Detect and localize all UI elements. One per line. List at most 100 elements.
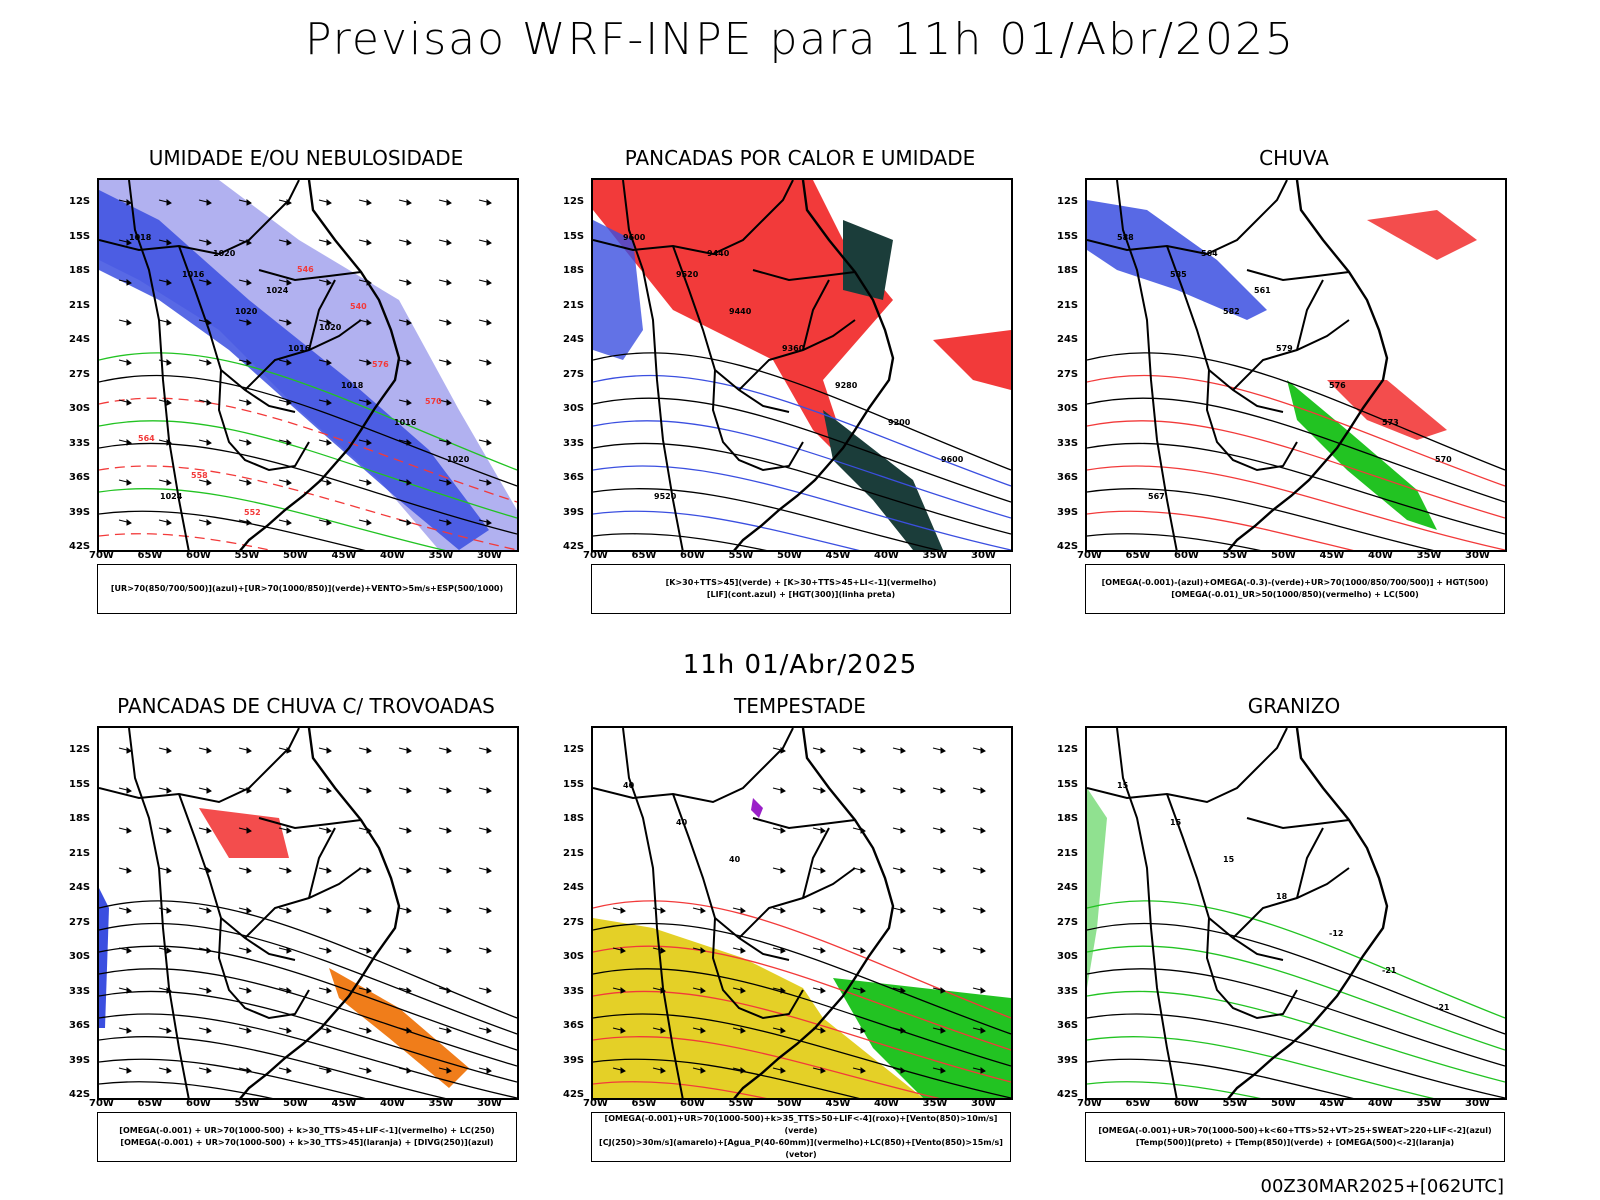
- panel-4-lat-label: 12S: [69, 744, 91, 755]
- panel-3-title: CHUVA: [1259, 146, 1329, 170]
- panel-5-legend: [OMEGA(-0.001)+UR>70(1000-500)+k>35_TTS>…: [591, 1112, 1011, 1162]
- panel-3-lat-label: 15S: [1057, 230, 1079, 242]
- panel-5-lat-label: 18S: [563, 813, 585, 824]
- panel-6-legend-line: [OMEGA(-0.001)+UR>70(1000-500)+k<60+TTS>…: [1098, 1126, 1492, 1135]
- panel-2-lon-label: 35W: [922, 550, 948, 561]
- panel-2-legend-line: [LIF](cont.azul) + [HGT(300)](linha pret…: [706, 590, 896, 599]
- panel-2-contour-label: 9600: [941, 455, 964, 464]
- panel-5-shaded-fields: [593, 798, 1011, 1098]
- panel-6-map-canvas: 15 15 15 18 -12 -21 -21: [1087, 728, 1505, 1098]
- panel-3-lon-label: 50W: [1271, 550, 1296, 561]
- panel-2-lon-label: 55W: [728, 550, 754, 561]
- panel-3-lon-label: 70W: [1077, 550, 1102, 561]
- panel-5-lat-label: 42S: [563, 1089, 585, 1100]
- panel-5-contour-label: 40: [623, 781, 635, 790]
- panel-6-lat-label: 42S: [1057, 1089, 1079, 1100]
- panel-4-lat-label: 36S: [69, 1020, 91, 1031]
- panel-1-contour-label: 552: [244, 508, 261, 517]
- panel-4-wind-vectors: [118, 747, 492, 1074]
- panel-2-shaded-fields: [593, 180, 1011, 550]
- panel-2-lat-label: 39S: [563, 506, 585, 518]
- panel-3-coastline-borders: [1087, 180, 1389, 550]
- panel-5-lon-label: 50W: [777, 1098, 802, 1109]
- panel-1-contour-label: 1018: [129, 233, 152, 242]
- panel-1-contour-label: 1020: [319, 323, 342, 332]
- panel-1-lat-label: 39S: [69, 506, 91, 518]
- panel-5-title: TEMPESTADE: [734, 694, 866, 718]
- panel-5-lat-label: 24S: [563, 882, 585, 893]
- panel-3-lat-label: 33S: [1057, 437, 1079, 449]
- panel-3-lat-label: 18S: [1057, 265, 1079, 276]
- panel-1-lon-label: 60W: [186, 550, 211, 561]
- panel-4-lon-label: 55W: [234, 1098, 260, 1109]
- panel-4-lon-label: 60W: [186, 1098, 211, 1109]
- panel-1-contour-label: 546: [297, 265, 314, 274]
- panel-2-contour-label: 9440: [729, 307, 752, 316]
- panel-6-contours: [1087, 900, 1505, 1098]
- panel-6-lon-label: 55W: [1222, 1098, 1248, 1109]
- panel-1-lat-label: 27S: [69, 368, 91, 380]
- panel-1-lon-label: 30W: [477, 550, 502, 561]
- panel-2-lon-label: 45W: [825, 550, 851, 561]
- panel-5-lon-label: 45W: [825, 1098, 851, 1109]
- panel-6-lon-label: 60W: [1174, 1098, 1199, 1109]
- panel-1-lon-label: 65W: [137, 550, 163, 561]
- panel-3-lat-label: 21S: [1057, 299, 1079, 311]
- panel-6-contour-label: 15: [1170, 818, 1182, 827]
- panel-4-lon-label: 50W: [283, 1098, 308, 1109]
- panel-1-wind-vectors: [118, 199, 492, 526]
- panel-3-map: 588 585 582 579 576 573 570 567 564 561: [1085, 178, 1507, 552]
- panel-3-lat-label: 24S: [1057, 334, 1079, 345]
- panel-4-legend: [OMEGA(-0.001) + UR>70(1000-500) + k>30_…: [97, 1112, 517, 1162]
- panel-2-contour-label: 9600: [623, 233, 646, 242]
- panel-1-shaded-fields: [99, 180, 517, 550]
- main-title: Previsao WRF-INPE para 11h 01/Abr/2025: [304, 14, 1295, 65]
- panel-6-lat-label: 30S: [1057, 951, 1079, 962]
- panel-4-title: PANCADAS DE CHUVA C/ TROVOADAS: [117, 694, 495, 718]
- panel-2-contour-label: 9360: [782, 344, 805, 353]
- panel-4-lon-label: 45W: [331, 1098, 357, 1109]
- panel-6-contour-label: 18: [1276, 892, 1288, 901]
- panel-2-lat-label: 18S: [563, 265, 585, 276]
- panel-4-coastline-borders: [99, 728, 401, 1098]
- panel-3-contour-label: 564: [1201, 249, 1218, 258]
- panel-2-contour-label: 9280: [835, 381, 858, 390]
- panel-2-legend: [K>30+TTS>45](verde) + [K>30+TTS>45+LI<-…: [591, 564, 1011, 614]
- panel-3-legend-line: [OMEGA(-0.001)-(azul)+OMEGA(-0.3)-(verde…: [1101, 578, 1489, 587]
- panel-1-lat-label: 12S: [69, 196, 91, 207]
- panel-6-lat-label: 12S: [1057, 744, 1079, 755]
- panel-5-lon-label: 40W: [874, 1098, 899, 1109]
- panel-5-legend-line: [CJ(250)>30m/s](amarelo)+[Agua_P(40-60mm…: [599, 1138, 1003, 1159]
- panel-1-contour-label: 1020: [235, 307, 258, 316]
- panel-3-contour-label: 582: [1223, 307, 1240, 316]
- panel-6-lon-label: 35W: [1416, 1098, 1442, 1109]
- panel-1-lon-label: 40W: [380, 550, 405, 561]
- panel-5-lon-label: 65W: [631, 1098, 657, 1109]
- panel-1-lat-label: 24S: [69, 334, 91, 345]
- panel-3-lat-label: 30S: [1057, 403, 1079, 414]
- panel-6-lon-label: 50W: [1271, 1098, 1296, 1109]
- panel-5-lat-label: 15S: [563, 778, 585, 790]
- panel-2-lon-label: 30W: [971, 550, 996, 561]
- panel-3-lon-label: 40W: [1368, 550, 1393, 561]
- panel-6-lat-label: 15S: [1057, 778, 1079, 790]
- panel-1-contour-label: 1016: [288, 344, 311, 353]
- panel-3-map-canvas: 588 585 582 579 576 573 570 567 564 561: [1087, 180, 1505, 550]
- panel-3-lon-label: 60W: [1174, 550, 1199, 561]
- model-run-stamp: 00Z30MAR2025+[062UTC]: [1260, 1176, 1504, 1197]
- panel-3-lon-label: 30W: [1465, 550, 1490, 561]
- panel-5-lat-label: 12S: [563, 744, 585, 755]
- panel-3-lat-label: 36S: [1057, 472, 1079, 483]
- panel-2-lat-label: 33S: [563, 437, 585, 449]
- panel-4-legend-line: [OMEGA(-0.001) + UR>70(1000-500) + k>30_…: [119, 1126, 495, 1135]
- panel-6-shaded-fields: [1087, 788, 1107, 988]
- panel-6-contour-labels: 15 15 15 18 -12 -21 -21: [1117, 781, 1450, 1012]
- panel-5-lat-label: 36S: [563, 1020, 585, 1031]
- panel-2-lat-label: 30S: [563, 403, 585, 414]
- panel-1-contour-label: 1018: [341, 381, 364, 390]
- panel-6-lon-label: 65W: [1125, 1098, 1151, 1109]
- panel-4-lon-label: 65W: [137, 1098, 163, 1109]
- panel-4-lat-label: 15S: [69, 778, 91, 790]
- panel-3-lon-label: 45W: [1319, 550, 1345, 561]
- panel-6-lat-label: 36S: [1057, 1020, 1079, 1031]
